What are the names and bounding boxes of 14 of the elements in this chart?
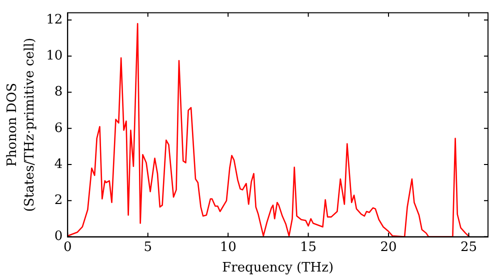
x-axis-title: Frequency (THz) [222, 260, 334, 276]
y-tick-label: 2 [54, 193, 63, 208]
x-tick-label: 15 [300, 240, 317, 255]
y-axis-title: Phonon DOS (States/THz·primitive cell) [5, 38, 38, 212]
y-tick-label: 12 [46, 12, 63, 28]
x-tick-label: 10 [220, 240, 236, 255]
x-tick-label: 5 [144, 240, 152, 255]
y-tick-label: 0 [54, 229, 63, 244]
x-tick-label: 20 [380, 240, 397, 255]
y-tick-label: 10 [46, 48, 63, 64]
y-tick-label: 6 [54, 120, 63, 136]
y-tick-label: 4 [54, 156, 63, 172]
x-tick-label: 25 [460, 240, 478, 255]
y-tick-label: 8 [54, 84, 63, 100]
